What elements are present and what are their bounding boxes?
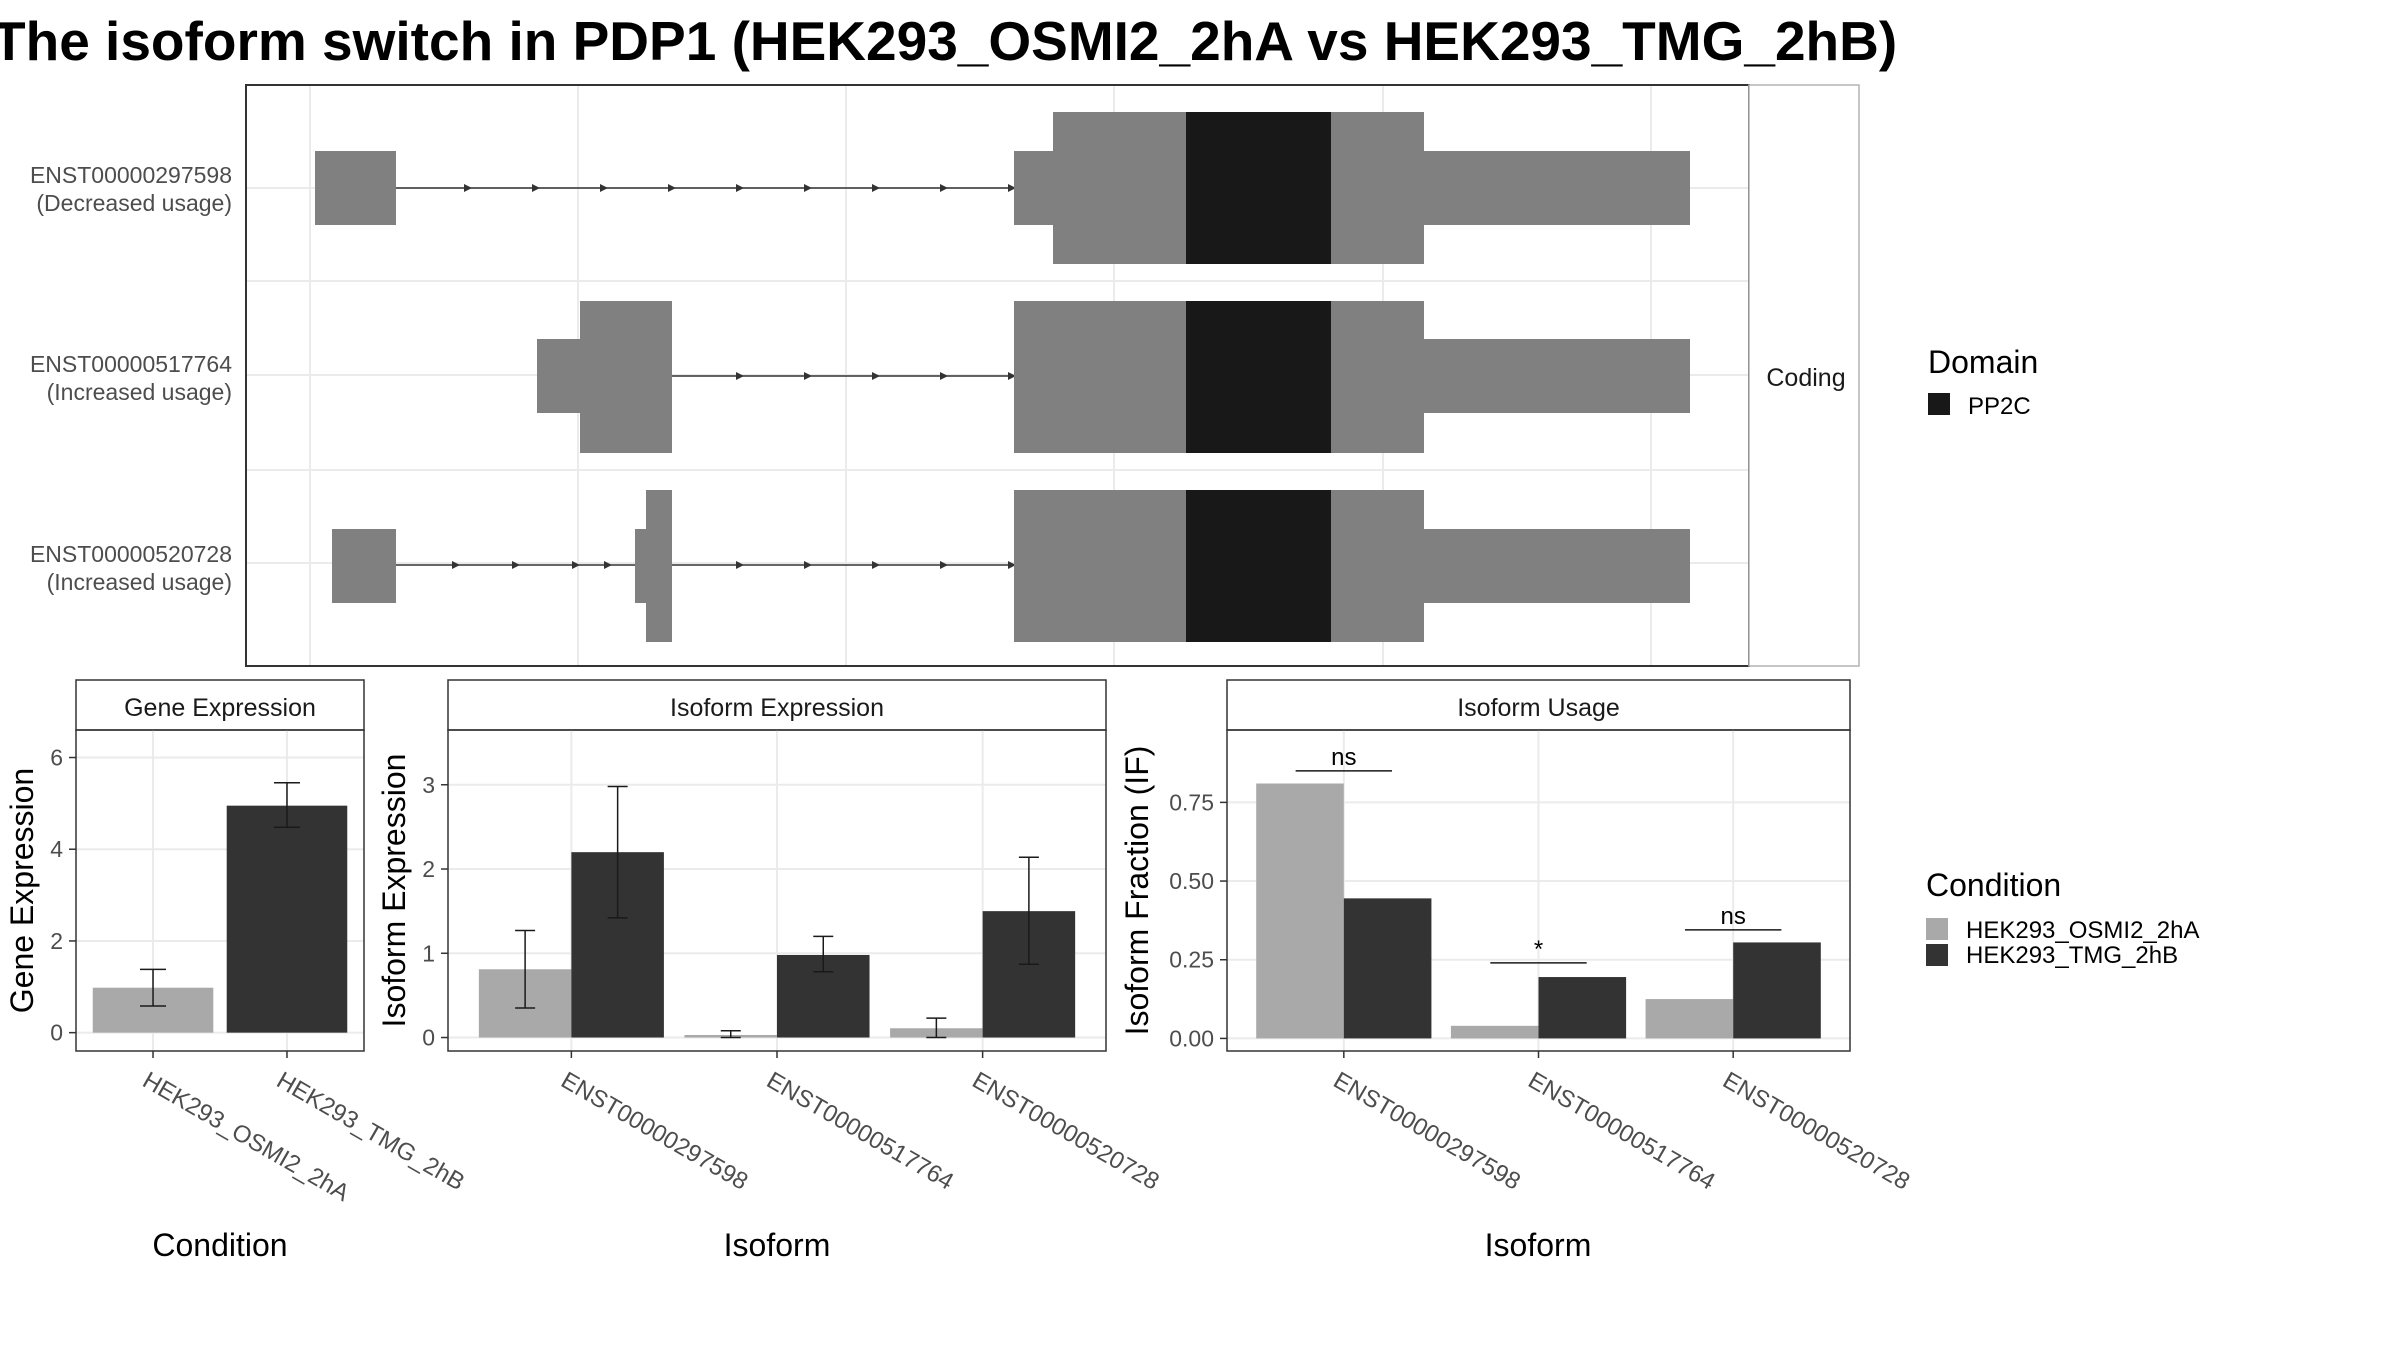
condition-legend-key-1 — [1926, 918, 1948, 940]
x-tick-label: ENST00000520728 — [968, 1067, 1164, 1196]
transcript-2-id: ENST00000517764 — [30, 351, 232, 377]
x-axis-title: Condition — [152, 1227, 287, 1263]
domain-pp2c — [1186, 112, 1331, 264]
transcript-2-model — [537, 301, 1690, 453]
y-tick-label: 1 — [422, 940, 435, 966]
intron-arrows — [736, 372, 1016, 380]
y-tick-label: 0.00 — [1169, 1025, 1214, 1051]
significance-label: ns — [1331, 744, 1356, 771]
exon-cds — [646, 490, 672, 642]
condition-legend-key-2 — [1926, 944, 1948, 966]
x-tick-label: ENST00000517764 — [1524, 1067, 1720, 1196]
transcript-1-model — [315, 112, 1690, 264]
x-tick-label: ENST00000297598 — [556, 1067, 752, 1196]
exon-cds — [580, 301, 672, 453]
y-axis-title: Isoform Fraction (IF) — [1119, 746, 1155, 1036]
panel-border — [75, 729, 365, 1052]
y-tick-label: 0.25 — [1169, 947, 1214, 973]
exon-cds — [1331, 301, 1424, 453]
significance-label: * — [1534, 936, 1543, 963]
domain-legend: Domain PP2C — [1928, 344, 2038, 420]
condition-legend-label-2: HEK293_TMG_2hB — [1966, 942, 2178, 969]
x-tick-label: ENST00000520728 — [1718, 1067, 1914, 1196]
facet-strip-label: Coding — [1766, 364, 1845, 392]
exon-cds — [1014, 490, 1186, 642]
y-tick-label: 3 — [422, 772, 435, 798]
transcript-1-id: ENST00000297598 — [30, 162, 232, 188]
isoform-usage-chart: Isoform Usage 0.00 0.25 0.50 0.75 ns * ns ENST00… — [1119, 679, 1914, 1263]
transcript-3-usage: (Increased usage) — [47, 569, 232, 595]
condition-legend-title: Condition — [1926, 867, 2061, 903]
bar — [1733, 942, 1821, 1039]
bar — [1538, 977, 1627, 1039]
strip-box — [1226, 679, 1851, 731]
exon-utr — [1424, 529, 1690, 603]
y-axis-title: Gene Expression — [4, 768, 40, 1013]
bar — [1256, 783, 1344, 1039]
exon-cds — [1331, 112, 1424, 264]
exon-utr — [635, 529, 647, 603]
figure-title: The isoform switch in PDP1 (HEK293_OSMI2… — [0, 10, 1897, 72]
x-axis-title: Isoform — [724, 1227, 831, 1263]
x-axis-title: Isoform — [1485, 1227, 1592, 1263]
intron-arrows — [464, 184, 1016, 192]
transcript-3-model — [332, 490, 1690, 642]
x-tick-label: ENST00000517764 — [762, 1067, 958, 1196]
significance-label: ns — [1721, 903, 1746, 930]
strip-title: Isoform Usage — [1457, 694, 1620, 722]
transcript-2-usage: (Increased usage) — [47, 379, 232, 405]
domain-legend-key — [1928, 393, 1950, 415]
exon-utr — [537, 339, 581, 413]
exon-utr — [1424, 339, 1690, 413]
y-tick-label: 0.50 — [1169, 868, 1214, 894]
structure-panel: ENST00000297598 (Decreased usage) ENST00… — [30, 84, 1860, 667]
exon — [315, 151, 396, 225]
intron-arrows — [452, 561, 1016, 569]
bar — [1645, 999, 1734, 1039]
domain-legend-title: Domain — [1928, 344, 2038, 380]
y-tick-label: 0 — [50, 1020, 63, 1046]
strip-title: Isoform Expression — [670, 694, 884, 722]
condition-legend: Condition HEK293_OSMI2_2hA HEK293_TMG_2h… — [1926, 867, 2199, 969]
strip-title: Gene Expression — [124, 694, 316, 722]
exon-utr — [1424, 151, 1690, 225]
bar — [1450, 1025, 1539, 1039]
facet-strip — [1748, 84, 1860, 667]
exon-cds — [1331, 490, 1424, 642]
y-tick-label: 0.75 — [1169, 789, 1214, 815]
bar — [226, 805, 348, 1033]
exon — [332, 529, 396, 603]
exon-cds — [1053, 112, 1186, 264]
y-axis-title: Isoform Expression — [376, 754, 412, 1028]
exon-utr — [1014, 151, 1054, 225]
y-tick-label: 2 — [422, 856, 435, 882]
strip-box — [447, 679, 1107, 731]
domain-legend-label: PP2C — [1968, 393, 2031, 420]
domain-pp2c — [1186, 301, 1331, 453]
domain-pp2c — [1186, 490, 1331, 642]
condition-legend-label-1: HEK293_OSMI2_2hA — [1966, 917, 2199, 944]
y-tick-label: 0 — [422, 1025, 435, 1051]
y-tick-label: 2 — [50, 928, 63, 954]
strip-box — [75, 679, 365, 731]
exon-cds — [1014, 301, 1186, 453]
bar — [1343, 898, 1432, 1039]
transcript-3-id: ENST00000520728 — [30, 541, 232, 567]
y-tick-label: 6 — [50, 745, 63, 771]
transcript-1-usage: (Decreased usage) — [36, 190, 232, 216]
y-tick-label: 4 — [50, 836, 63, 862]
x-tick-label: ENST00000297598 — [1329, 1067, 1525, 1196]
